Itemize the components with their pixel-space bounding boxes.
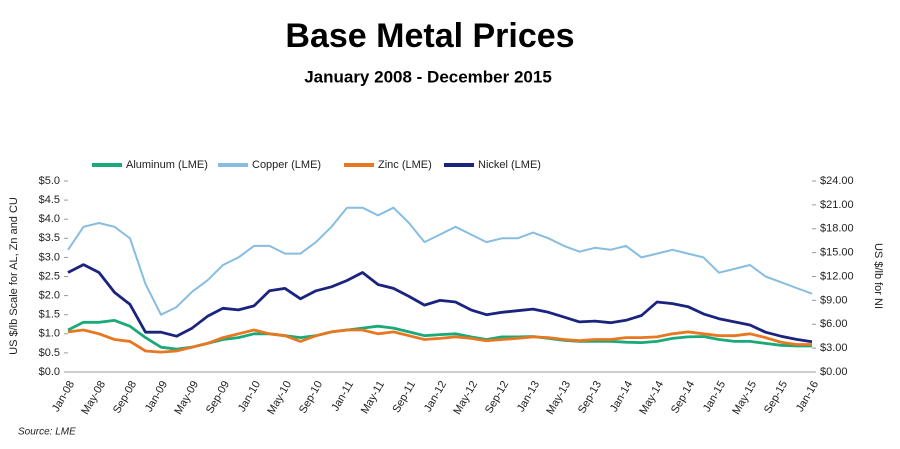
x-tick-label: Jan-08 (50, 379, 77, 414)
legend-label: Nickel (LME) (478, 159, 541, 171)
x-tick-label: May-09 (172, 379, 201, 417)
y2-tick-label: $6.00 (820, 318, 848, 330)
y-tick-label: $2.5 (39, 270, 60, 282)
y-tick-label: $4.5 (39, 194, 60, 206)
y2-tick-label: $15.00 (820, 247, 854, 259)
x-tick-label: Jan-09 (143, 379, 170, 414)
legend-label: Aluminum (LME) (126, 159, 208, 171)
chart-subtitle: January 2008 - December 2015 (304, 67, 552, 86)
series-line (67, 206, 813, 316)
y2-tick-label: $3.00 (820, 342, 848, 354)
x-tick-label: Jan-10 (236, 379, 263, 414)
x-tick-label: Sep-15 (762, 379, 790, 416)
x-tick-label: Jan-14 (608, 379, 635, 414)
x-tick-label: May-15 (730, 379, 759, 417)
x-tick-label: Jan-15 (701, 379, 728, 414)
y-tick-label: $3.0 (39, 251, 60, 263)
x-tick-label: May-14 (637, 379, 666, 417)
x-tick-label: Jan-16 (794, 379, 821, 414)
y2-tick-label: $21.00 (820, 199, 854, 211)
y2-tick-label: $9.00 (820, 294, 848, 306)
x-tick-label: Sep-13 (576, 379, 604, 416)
x-tick-label: Sep-14 (669, 379, 697, 416)
x-tick-label: May-11 (359, 379, 387, 416)
x-tick-label: Sep-10 (297, 379, 325, 416)
y-tick-label: $0.5 (39, 347, 60, 359)
y-tick-label: $3.5 (39, 232, 60, 244)
x-tick-label: May-08 (79, 379, 108, 417)
x-tick-label: May-12 (451, 379, 480, 417)
source: Source: LME (18, 427, 76, 438)
y2-axis-label: US $/lb for NI (872, 243, 884, 309)
y-axis-label: US $/lb Scale for AL, Zn and CU (8, 197, 20, 355)
y2-tick-label: $12.00 (820, 270, 854, 282)
y-tick-label: $2.0 (39, 290, 60, 302)
x-tick-label: Sep-09 (204, 379, 232, 416)
y-tick-label: $0.0 (39, 366, 60, 378)
series-line (67, 328, 812, 354)
x-tick-label: Sep-08 (111, 379, 139, 416)
y-tick-label: $4.0 (39, 213, 60, 225)
x-tick-label: Jan-13 (515, 379, 542, 414)
x-tick-label: Jan-12 (422, 379, 449, 414)
x-tick-label: May-10 (265, 379, 294, 417)
y-tick-label: $1.0 (39, 328, 60, 340)
x-tick-label: Jan-11 (329, 379, 356, 413)
y-tick-label: $1.5 (39, 309, 60, 321)
y2-tick-label: $0.00 (820, 366, 848, 378)
legend-label: Copper (LME) (252, 159, 321, 171)
y-tick-label: $5.0 (39, 175, 60, 187)
series-line (67, 263, 813, 344)
x-tick-label: Sep-12 (483, 379, 511, 416)
x-tick-label: May-13 (544, 379, 573, 417)
y2-tick-label: $24.00 (820, 175, 854, 187)
legend-label: Zinc (LME) (378, 159, 432, 171)
y2-tick-label: $18.00 (820, 223, 854, 235)
x-tick-label: Sep-11 (390, 379, 418, 415)
chart-title: Base Metal Prices (285, 17, 574, 55)
